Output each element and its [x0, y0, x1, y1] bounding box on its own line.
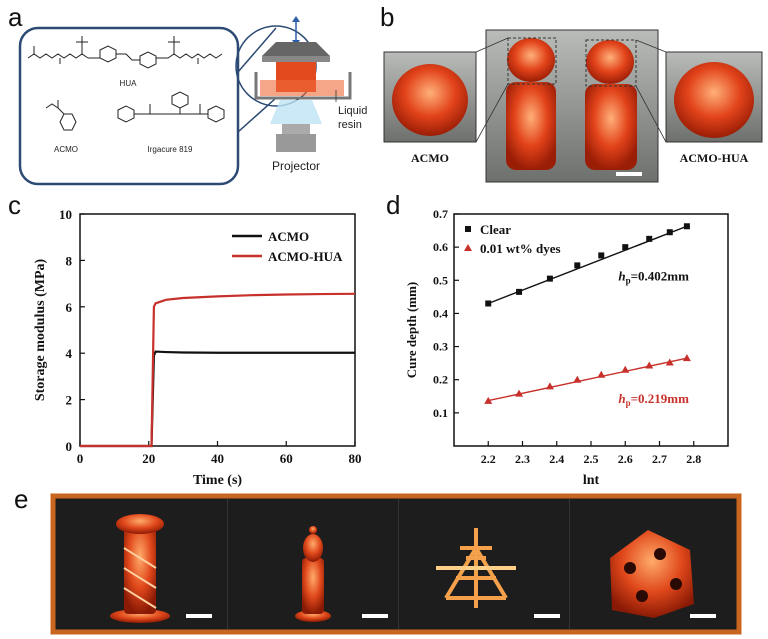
series-line-acmo-hua	[80, 292, 356, 448]
y-tick-label: 2	[66, 393, 73, 408]
label-acmo-hua: ACMO-HUA	[680, 151, 749, 165]
slope-annotation: hp=0.219mm	[618, 391, 689, 408]
panel-letter-d: d	[386, 190, 401, 220]
x-tick-label: 2.4	[549, 452, 564, 466]
data-point	[598, 252, 605, 259]
molecule-label-hua: HUA	[120, 79, 138, 88]
molecule-box	[18, 26, 240, 186]
legend-marker	[464, 244, 472, 251]
data-point	[645, 361, 654, 369]
y-tick-label: 0.7	[433, 207, 448, 221]
label-liquid: Liquid	[338, 105, 367, 117]
scale-bar	[186, 614, 212, 618]
printer-icon	[254, 16, 352, 152]
data-point	[546, 275, 553, 282]
x-tick-label: 2.3	[515, 452, 530, 466]
legend-marker	[465, 226, 471, 232]
acmo-hua-figure-photo	[585, 40, 637, 170]
y-tick-label: 0.5	[433, 273, 448, 287]
data-point	[666, 229, 673, 236]
chart-d: 2.2 2.3 2.4 2.5 2.6 2.7 2.8 0.1 0.2 0.3 0.4 0.5 0.6 0…	[404, 207, 729, 488]
y-tick-label: 4	[66, 346, 73, 361]
legend-label: 0.01 wt% dyes	[480, 241, 561, 256]
x-tick-label: 2.2	[481, 452, 496, 466]
legend-label: Clear	[480, 222, 511, 237]
data-point	[484, 396, 493, 404]
x-tick-label: 2.8	[686, 452, 701, 466]
data-point	[683, 223, 690, 230]
scale-bar	[362, 614, 388, 618]
x-axis-label: Time (s)	[193, 473, 242, 488]
scale-bar	[690, 614, 716, 618]
panel-letter-e: e	[14, 484, 29, 514]
panel-letter-a: a	[8, 2, 23, 32]
data-point	[516, 288, 523, 295]
panel-c: c 0 20 40 60 80 0 2 4 6 8 10 Time (s) Storage modulu…	[0, 190, 380, 490]
photo-b: ACMO ACMO-HUA	[383, 29, 763, 183]
data-point	[665, 358, 674, 366]
irgacure-structure-icon	[117, 91, 225, 123]
y-axis-label: Cure depth (mm)	[404, 282, 419, 379]
x-tick-label: 2.5	[584, 452, 599, 466]
schematic-a: HUA ACMO Irgacure 819	[18, 16, 367, 186]
label-projector: Projector	[272, 159, 320, 173]
data-point	[573, 375, 582, 383]
x-tick-label: 2.7	[652, 452, 667, 466]
chart-c: 0 20 40 60 80 0 2 4 6 8 10 Time (s) Storage modulus …	[33, 207, 362, 488]
label-acmo: ACMO	[411, 151, 449, 165]
y-axis-label: Storage modulus (MPa)	[33, 259, 48, 402]
acmo-structure-icon	[45, 100, 77, 131]
x-tick-label: 60	[280, 451, 293, 466]
y-tick-label: 0	[66, 439, 73, 454]
hua-structure-icon	[27, 36, 223, 69]
fit-line	[488, 357, 688, 402]
data-point	[682, 354, 691, 362]
data-point	[545, 382, 554, 390]
panel-letter-c: c	[8, 190, 21, 220]
panel-e: e	[0, 484, 768, 639]
legend-label: ACMO-HUA	[268, 249, 343, 264]
slope-annotation: hp=0.402mm	[618, 268, 689, 285]
scale-bar	[616, 172, 642, 176]
series-line-acmo	[80, 350, 355, 448]
data-point	[622, 244, 629, 251]
x-tick-label: 2.6	[618, 452, 633, 466]
gyroid-print-photo	[610, 530, 694, 618]
bishop-print-photo	[295, 526, 331, 622]
y-tick-label: 0.4	[433, 306, 448, 320]
y-tick-label: 10	[59, 207, 72, 222]
data-point	[646, 235, 653, 242]
panel-a: a HUA ACMO	[0, 0, 380, 190]
scale-bar	[534, 614, 560, 618]
y-tick-label: 6	[66, 300, 73, 315]
lattice-print-photo	[436, 528, 516, 608]
acmo-zoom-photo	[392, 64, 468, 136]
acmo-figure-photo	[506, 38, 556, 170]
data-point	[621, 365, 630, 373]
label-resin: resin	[338, 119, 362, 131]
x-tick-label: 80	[349, 451, 362, 466]
data-point	[597, 370, 606, 378]
y-tick-label: 0.6	[433, 240, 448, 254]
molecule-label-irgacure: Irgacure 819	[148, 145, 193, 154]
data-point	[574, 262, 581, 269]
panel-d: d 2.2 2.3 2.4 2.5 2.6 2.7 2.8 0.1 0.2 0.3 0.4 0.5 0.…	[380, 190, 768, 490]
legend-label: ACMO	[268, 229, 309, 244]
y-tick-label: 0.2	[433, 373, 448, 387]
x-tick-label: 0	[77, 451, 84, 466]
panel-b: b	[380, 0, 768, 190]
acmo-hua-zoom-photo	[674, 62, 754, 138]
data-point	[515, 389, 524, 397]
y-tick-label: 0.3	[433, 340, 448, 354]
photo-e	[50, 493, 742, 635]
x-tick-label: 20	[142, 451, 155, 466]
molecule-label-acmo: ACMO	[54, 145, 78, 154]
panel-letter-b: b	[380, 2, 395, 32]
x-axis-label: lnt	[583, 473, 600, 488]
x-tick-label: 40	[211, 451, 224, 466]
y-tick-label: 0.1	[433, 406, 448, 420]
rook-print-photo	[110, 514, 170, 623]
y-tick-label: 8	[66, 253, 73, 268]
data-point	[485, 300, 492, 307]
